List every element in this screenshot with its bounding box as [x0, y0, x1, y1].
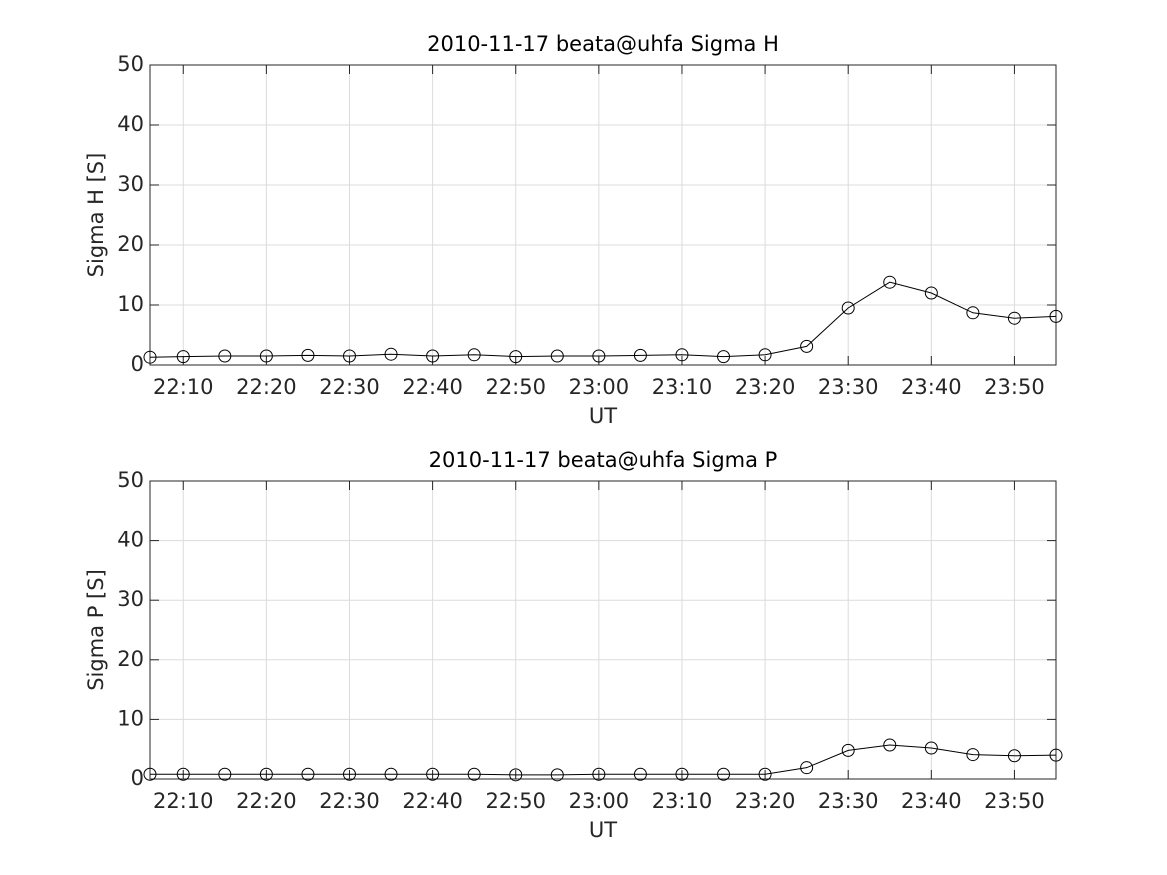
data-point [176, 350, 190, 364]
data-point [342, 349, 356, 363]
data-point [841, 743, 855, 757]
data-point [883, 738, 897, 752]
x-tick-label: 22:20 [236, 789, 297, 813]
data-point [1049, 748, 1063, 762]
data-point [800, 761, 814, 775]
x-tick-label: 23:40 [901, 375, 962, 399]
x-tick-label: 23:50 [984, 789, 1045, 813]
y-axis-label: Sigma H [S] [84, 153, 108, 278]
data-point [758, 767, 772, 781]
y-tick-label: 0 [131, 352, 144, 376]
x-tick-label: 23:30 [818, 789, 879, 813]
data-point [800, 339, 814, 353]
y-tick-label: 10 [117, 292, 144, 316]
data-point [143, 767, 157, 781]
x-tick-label: 22:50 [485, 789, 546, 813]
x-tick-label: 23:10 [652, 789, 713, 813]
data-point [384, 347, 398, 361]
chart-title: 2010-11-17 beata@uhfa Sigma H [427, 32, 779, 56]
plot-area [150, 65, 1056, 365]
chart-title: 2010-11-17 beata@uhfa Sigma P [429, 448, 778, 472]
data-point [301, 767, 315, 781]
data-point [301, 348, 315, 362]
data-point [426, 767, 440, 781]
data-point [924, 286, 938, 300]
data-point [633, 348, 647, 362]
x-tick-label: 23:50 [984, 375, 1045, 399]
data-point [758, 348, 772, 362]
data-point [467, 348, 481, 362]
data-point [675, 767, 689, 781]
data-point [509, 768, 523, 782]
data-point [717, 350, 731, 364]
y-tick-label: 40 [117, 528, 144, 552]
data-point [924, 741, 938, 755]
data-point [675, 348, 689, 362]
y-tick-label: 10 [117, 706, 144, 730]
y-tick-label: 20 [117, 647, 144, 671]
y-tick-label: 50 [117, 52, 144, 76]
y-tick-label: 20 [117, 232, 144, 256]
data-point [176, 767, 190, 781]
data-point [966, 306, 980, 320]
y-tick-label: 0 [131, 766, 144, 790]
x-tick-label: 23:20 [735, 789, 796, 813]
data-point [218, 349, 232, 363]
plot-area [150, 481, 1056, 779]
y-tick-label: 30 [117, 587, 144, 611]
x-tick-label: 23:00 [569, 375, 630, 399]
data-point [384, 767, 398, 781]
x-tick-label: 22:40 [402, 375, 463, 399]
y-tick-label: 40 [117, 112, 144, 136]
x-tick-label: 22:30 [319, 789, 380, 813]
axes-box [149, 64, 1057, 366]
data-point [841, 301, 855, 315]
x-tick-label: 22:40 [402, 789, 463, 813]
x-tick-label: 22:30 [319, 375, 380, 399]
data-point [592, 349, 606, 363]
x-axis-label: UT [589, 818, 617, 842]
x-axis-label: UT [589, 404, 617, 428]
data-point [426, 349, 440, 363]
data-point [1007, 311, 1021, 325]
data-point [259, 349, 273, 363]
data-point [550, 768, 564, 782]
data-point [550, 349, 564, 363]
data-point [218, 767, 232, 781]
data-point [717, 767, 731, 781]
data-point [509, 350, 523, 364]
data-point [1049, 309, 1063, 323]
x-tick-label: 23:20 [735, 375, 796, 399]
data-line [149, 281, 1057, 358]
data-point [143, 350, 157, 364]
data-point [259, 767, 273, 781]
data-point [1007, 749, 1021, 763]
data-point [883, 275, 897, 289]
y-tick-label: 50 [117, 468, 144, 492]
x-tick-label: 23:00 [569, 789, 630, 813]
y-tick-label: 30 [117, 172, 144, 196]
x-tick-label: 22:50 [485, 375, 546, 399]
data-point [633, 767, 647, 781]
x-tick-label: 23:40 [901, 789, 962, 813]
data-point [592, 767, 606, 781]
x-tick-label: 22:10 [153, 789, 214, 813]
x-tick-label: 23:30 [818, 375, 879, 399]
data-line [150, 744, 1057, 776]
data-point [467, 767, 481, 781]
x-tick-label: 22:10 [153, 375, 214, 399]
data-point [342, 767, 356, 781]
data-point [966, 748, 980, 762]
y-axis-label: Sigma P [S] [84, 569, 108, 691]
x-tick-label: 22:20 [236, 375, 297, 399]
x-tick-label: 23:10 [652, 375, 713, 399]
